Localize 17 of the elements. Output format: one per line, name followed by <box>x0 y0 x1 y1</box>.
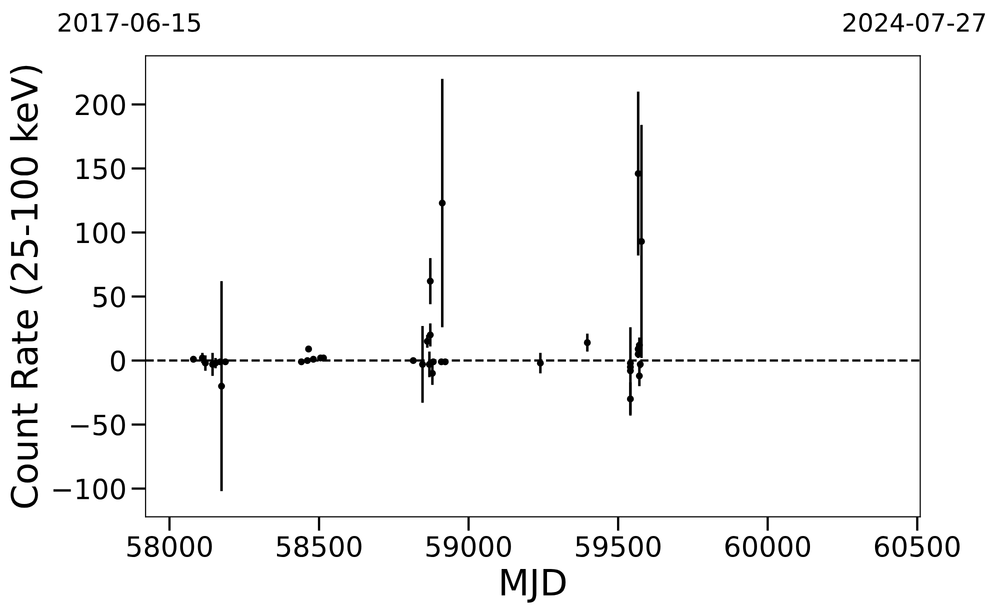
text: 2017-06-15 <box>58 13 200 32</box>
y-tick-label: −50 <box>71 414 125 436</box>
x-tick-label: 59000 <box>426 536 511 558</box>
y-tick-label: 200 <box>76 94 125 116</box>
y-axis-title: Count Rate (25-100 keV) <box>10 66 42 508</box>
y-tick-label: 0 <box>110 350 125 372</box>
y-tick-label: 100 <box>76 222 125 244</box>
x-tick-label: 59500 <box>576 536 660 558</box>
x-tick-label: 60500 <box>874 536 960 558</box>
x-axis-title: MJD <box>502 569 566 603</box>
y-tick-label: 50 <box>94 286 125 308</box>
x-tick-label: 58500 <box>277 536 362 558</box>
text: 2024-07-27 <box>844 13 985 32</box>
y-tick-label: −100 <box>53 478 125 500</box>
x-tick-label: 58000 <box>127 536 212 558</box>
y-tick-label: 150 <box>76 158 125 180</box>
x-tick-label: 60000 <box>725 536 810 558</box>
